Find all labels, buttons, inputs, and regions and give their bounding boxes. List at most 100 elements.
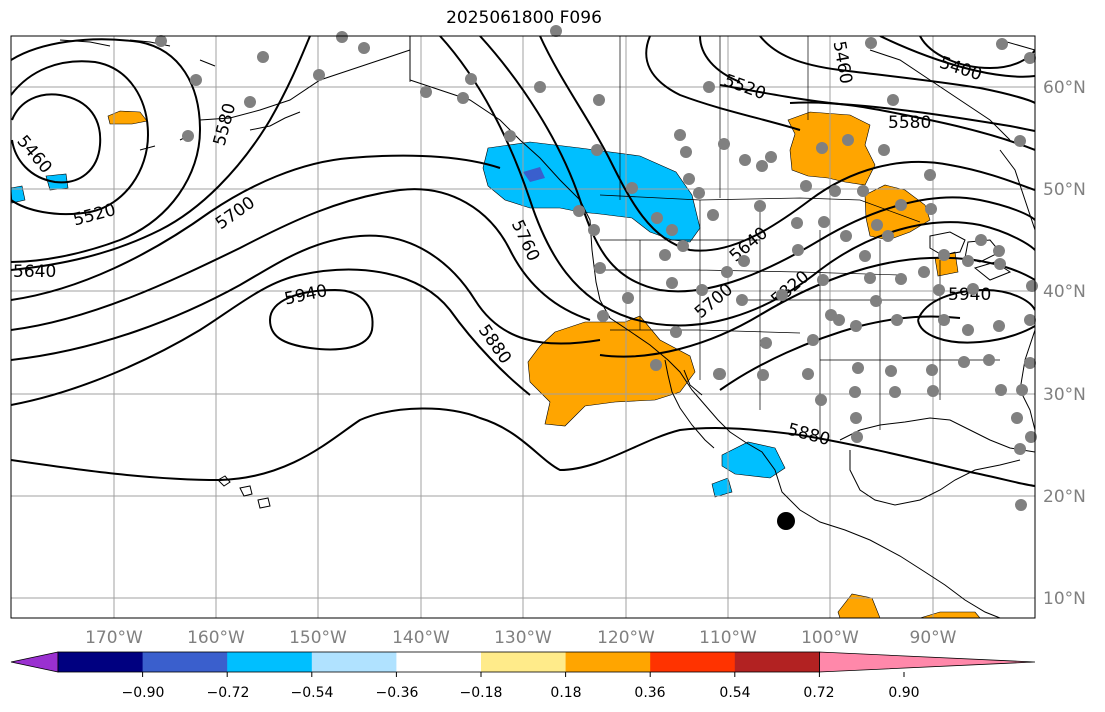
station-marker (850, 412, 862, 424)
station-marker (967, 283, 979, 295)
colorbar-segment (650, 652, 736, 672)
station-marker (677, 240, 689, 252)
station-marker (885, 365, 897, 377)
station-marker (792, 244, 804, 256)
colorbar-tick-label: −0.90 (122, 685, 165, 701)
contour-5940-east (917, 288, 1035, 344)
anomaly-shading (11, 110, 981, 618)
station-marker (816, 142, 828, 154)
station-marker (829, 185, 841, 197)
lon-tick-label: 170°W (85, 628, 143, 648)
contour-5580-west (11, 38, 202, 263)
station-marker (597, 310, 609, 322)
contour-label: 5940 (948, 285, 991, 305)
contour-trough-5640 (539, 36, 1035, 252)
lon-tick-label: 140°W (392, 628, 450, 648)
station-marker (765, 151, 777, 163)
contour-5880-pacific (11, 268, 531, 406)
station-marker (962, 255, 974, 267)
station-marker (995, 384, 1007, 396)
station-marker (817, 274, 829, 286)
map-frame (10, 35, 1036, 619)
contour-trough-5700 (479, 36, 1035, 293)
highlight-station-marker (777, 512, 795, 530)
station-marker (696, 284, 708, 296)
station-marker (336, 31, 348, 43)
station-marker (842, 134, 854, 146)
station-marker (457, 92, 469, 104)
lat-tick-label: 50°N (1043, 180, 1086, 200)
station-marker (680, 146, 692, 158)
station-marker (895, 199, 907, 211)
station-marker (933, 284, 945, 296)
colorbar-tick-label: −0.36 (376, 685, 419, 701)
contour-5520-east (719, 84, 1035, 132)
colorbar-tick-label: −0.72 (207, 685, 250, 701)
colorbar-tick-label: −0.18 (460, 685, 503, 701)
station-marker (1026, 280, 1038, 292)
station-marker (870, 295, 882, 307)
colorbar (10, 651, 1036, 677)
station-marker (666, 224, 678, 236)
station-marker (534, 81, 546, 93)
lat-tick-label: 30°N (1043, 385, 1086, 405)
lon-tick-label: 100°W (801, 628, 859, 648)
lat-tick-label: 40°N (1043, 282, 1086, 302)
station-marker (1015, 499, 1027, 511)
station-marker (891, 314, 903, 326)
colorbar-outline (57, 651, 820, 673)
positive-anomaly-region (787, 111, 876, 186)
contour-5460-east (759, 36, 1035, 104)
station-marker (895, 273, 907, 285)
lat-tick-label: 20°N (1043, 487, 1086, 507)
contour-5880-south (11, 407, 1035, 487)
station-marker (878, 144, 890, 156)
station-marker (918, 266, 930, 278)
station-marker (358, 42, 370, 54)
colorbar-tick-label: 0.72 (803, 685, 834, 701)
baja-california (664, 359, 715, 449)
station-marker (593, 94, 605, 106)
station-marker (994, 258, 1006, 270)
positive-anomaly-region (837, 593, 881, 618)
contour-label: 5640 (13, 262, 56, 282)
station-marker (721, 266, 733, 278)
station-marker (825, 309, 837, 321)
alaska-peninsula (199, 49, 411, 131)
station-marker (859, 250, 871, 262)
station-marker (924, 169, 936, 181)
contour-label: 5460 (13, 132, 56, 178)
lat-lon-grid (11, 36, 1035, 618)
positive-anomaly-region (527, 315, 696, 427)
contour-label: 5520 (71, 200, 118, 231)
contour-ridge-5520 (699, 36, 741, 83)
station-marker (865, 37, 877, 49)
contour-trough-5760 (439, 36, 1035, 327)
longitude-tick-labels: 170°W 160°W 150°W 140°W 130°W 120°W 110°… (85, 628, 957, 648)
contour-ridge-5580 (645, 36, 801, 131)
station-marker (651, 212, 663, 224)
station-marker (666, 277, 678, 289)
contour-label: 5940 (283, 281, 329, 310)
colorbar-segment (311, 652, 397, 672)
station-marker (718, 138, 730, 150)
canada-provincial-borders (619, 36, 809, 200)
lon-tick-label: 150°W (289, 628, 347, 648)
station-marker (864, 272, 876, 284)
lon-tick-label: 110°W (699, 628, 757, 648)
station-marker (849, 386, 861, 398)
station-marker (182, 130, 194, 142)
station-marker (993, 245, 1005, 257)
colorbar-tick-label: 0.90 (888, 685, 919, 701)
station-marker (760, 337, 772, 349)
station-marker (736, 294, 748, 306)
station-marker (958, 356, 970, 368)
colorbar-segment (142, 652, 228, 672)
station-marker (983, 354, 995, 366)
station-marker (938, 314, 950, 326)
station-marker (1024, 52, 1036, 64)
station-marker (815, 394, 827, 406)
height-contours (11, 36, 1035, 487)
aleutians (59, 39, 216, 151)
positive-anomaly-region (919, 611, 981, 618)
